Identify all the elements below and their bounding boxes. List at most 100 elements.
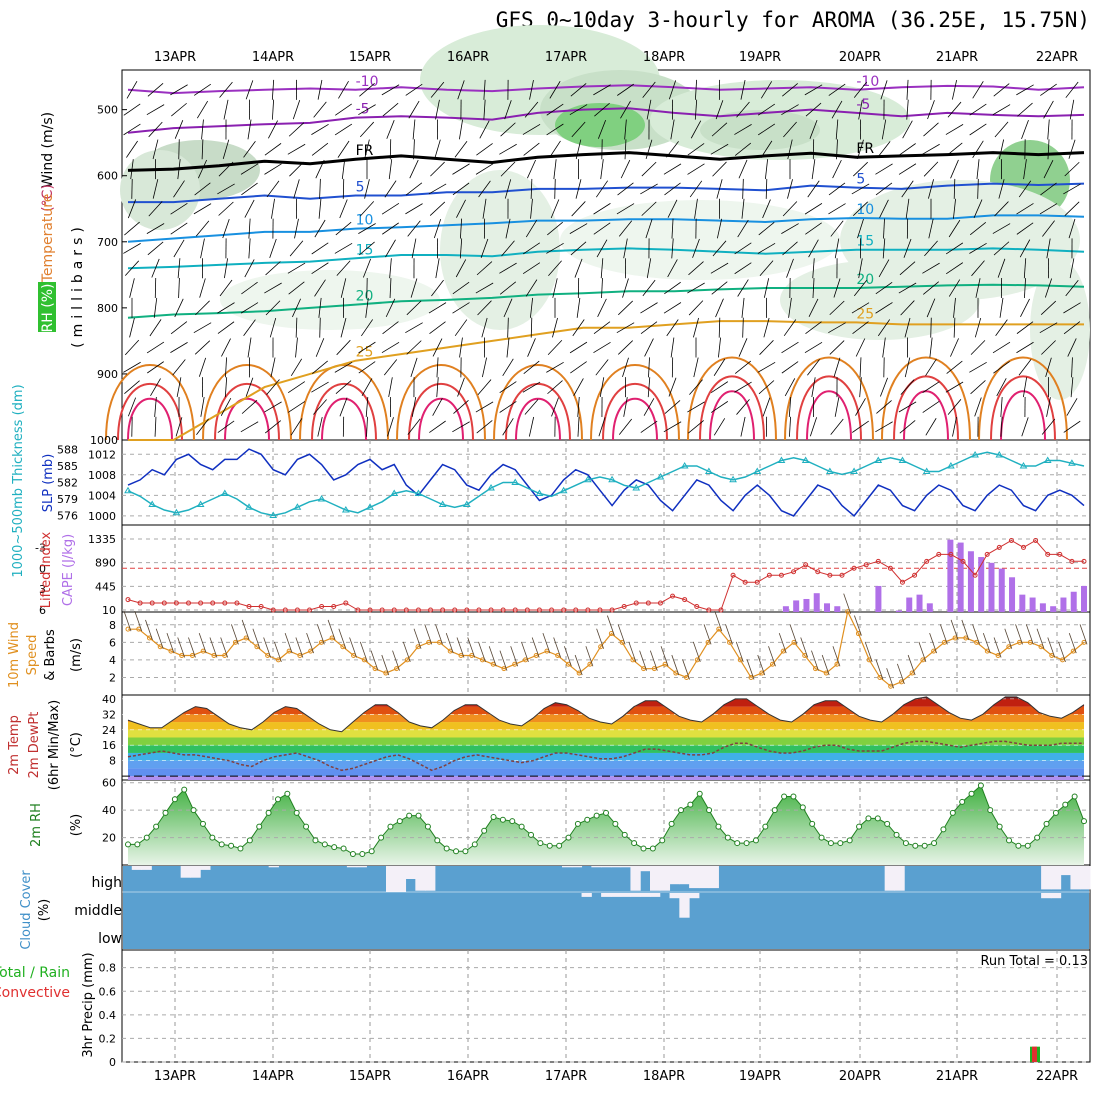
- wind-barb: [858, 99, 863, 120]
- rh-marker: [396, 818, 403, 825]
- cloud-high-clear: [356, 866, 367, 868]
- rh-marker: [762, 823, 769, 830]
- isotherm-label: 20: [856, 272, 874, 288]
- li-marker: [343, 600, 349, 606]
- barbs-label: & Barbs: [43, 629, 58, 681]
- wind-barb: [875, 302, 893, 314]
- thickness-marker: [608, 475, 616, 483]
- wind-barb: [663, 421, 682, 433]
- wind-barb: [812, 258, 815, 279]
- li-marker: [355, 607, 361, 613]
- wind-barb: [1018, 359, 1032, 376]
- wind-barb: [788, 396, 792, 417]
- wind-barb: [547, 221, 563, 236]
- wind-barb-10m: [703, 624, 712, 645]
- wind-barb: [974, 317, 982, 338]
- wind-barb: [898, 163, 917, 175]
- thickness-marker: [462, 500, 471, 507]
- wind-barb: [1039, 203, 1058, 215]
- isotherm-warm: [214, 383, 280, 441]
- wind-barb: [852, 321, 869, 335]
- wind-barb: [1063, 183, 1081, 195]
- thickness-marker: [729, 475, 737, 483]
- wind-barb: [196, 100, 209, 119]
- wind-barb: [219, 81, 233, 98]
- wind-barb: [381, 84, 400, 96]
- wind-barb: [552, 317, 558, 338]
- wind-barb: [146, 341, 165, 354]
- wind-barb: [453, 400, 469, 414]
- rh-marker: [284, 790, 291, 797]
- temp-band: [128, 768, 1084, 777]
- wind-barb: [290, 418, 303, 436]
- wind-barb: [124, 339, 140, 356]
- wind-barb: [358, 223, 376, 234]
- wind-barb: [151, 258, 160, 278]
- wind-barb-10m: [145, 619, 153, 641]
- wind-barb: [1042, 220, 1055, 237]
- wind-barb-10m: [843, 593, 852, 614]
- wind-barb: [617, 340, 634, 355]
- wind-barb: [576, 297, 581, 318]
- cape-bar: [967, 551, 974, 612]
- wind-barb: [969, 221, 987, 236]
- wind-barb: [522, 381, 541, 393]
- wind-barb-10m: [725, 624, 733, 645]
- wind-barb: [687, 143, 705, 156]
- wind-barb-10m: [832, 646, 841, 667]
- rh-marker: [809, 820, 816, 827]
- wind-barb: [875, 182, 893, 196]
- isotherm-label: 5: [856, 172, 865, 188]
- rh-marker: [968, 790, 975, 797]
- wind-barb: [688, 261, 704, 276]
- wind-barb: [197, 159, 208, 179]
- wind-barb: [406, 300, 422, 316]
- isotherm-label: FR: [356, 143, 374, 159]
- wind-barb: [341, 159, 346, 180]
- rh-marker: [349, 851, 356, 858]
- rh-marker: [565, 834, 572, 841]
- wind-barb: [1016, 321, 1034, 334]
- wind-barb: [290, 358, 303, 377]
- wind-barb: [970, 340, 986, 355]
- isotherm-15: [127, 247, 1085, 270]
- li-marker: [379, 607, 385, 613]
- wind-barb: [334, 242, 353, 254]
- thickness-marker: [583, 475, 592, 483]
- isotherm-warm: [224, 397, 270, 441]
- wind-barb: [288, 281, 305, 295]
- wind-barb: [452, 163, 470, 175]
- wind-barb: [640, 302, 658, 314]
- wind-barb: [456, 199, 466, 218]
- wind-barb-10m: [392, 650, 400, 671]
- rh-marker: [771, 807, 778, 814]
- cape-bar: [978, 557, 985, 612]
- wind-barb: [364, 179, 370, 199]
- wind-barb: [271, 79, 275, 100]
- wind-barb: [478, 180, 491, 198]
- rh-marker: [406, 812, 413, 819]
- wind-barb-10m: [274, 641, 282, 663]
- wind-barb: [314, 279, 326, 297]
- li-marker: [827, 572, 833, 578]
- wind-barb-10m: [488, 646, 497, 667]
- wind-barb: [383, 359, 398, 376]
- cape-bar: [1039, 603, 1046, 612]
- wind-barb: [930, 317, 932, 338]
- wind-barb: [715, 100, 724, 120]
- isotherm-label: -5: [356, 102, 370, 118]
- wind-barb: [668, 377, 677, 397]
- wind-barb: [264, 282, 282, 294]
- wind-barb-10m: [907, 654, 916, 676]
- wind-barb: [170, 321, 188, 335]
- wind-barb: [805, 222, 822, 235]
- isotherm-label: 10: [356, 213, 374, 229]
- wind-barb: [899, 261, 916, 276]
- rh-marker: [874, 815, 881, 822]
- wind-barb: [998, 139, 1005, 160]
- cloud-high-clear: [268, 866, 279, 868]
- wind-barb: [809, 119, 818, 139]
- wind-barb: [482, 198, 487, 219]
- cloud-high-clear: [689, 866, 700, 889]
- wind-barb: [929, 337, 933, 358]
